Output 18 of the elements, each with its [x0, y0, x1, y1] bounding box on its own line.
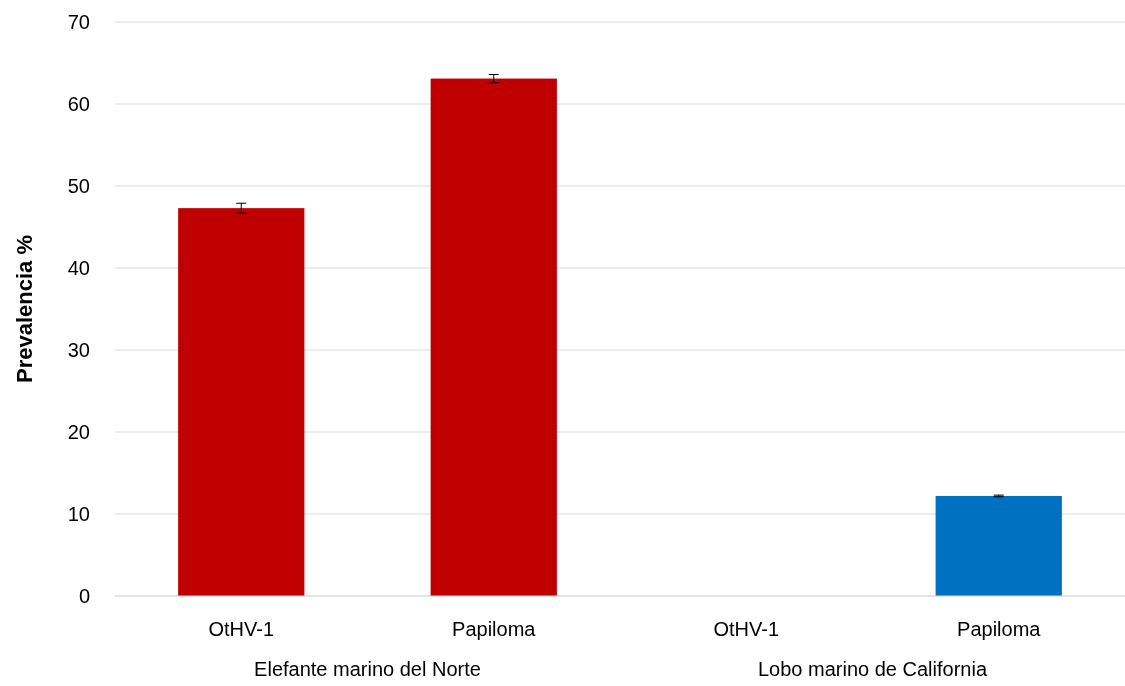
y-tick-label: 70	[67, 11, 90, 33]
bar	[430, 78, 557, 596]
y-tick-label: 0	[78, 585, 90, 607]
x-tick-label: Papiloma	[452, 618, 537, 640]
bar	[178, 208, 305, 596]
x-tick-label: OtHV-1	[713, 618, 780, 640]
y-tick-label: 60	[67, 93, 90, 115]
y-tick-label: 30	[67, 339, 90, 361]
y-tick-label: 20	[67, 421, 90, 443]
y-axis-title: Prevalencia %	[12, 235, 37, 383]
y-tick-label: 10	[67, 503, 90, 525]
bar	[935, 495, 1062, 596]
x-tick-label: Papiloma	[957, 618, 1042, 640]
x-tick-label: OtHV-1	[208, 618, 275, 640]
y-tick-label: 40	[67, 257, 90, 279]
text: Lobo marino de California	[757, 658, 988, 680]
y-tick-label: 50	[67, 175, 90, 197]
text: Elefante marino del Norte	[254, 658, 481, 680]
